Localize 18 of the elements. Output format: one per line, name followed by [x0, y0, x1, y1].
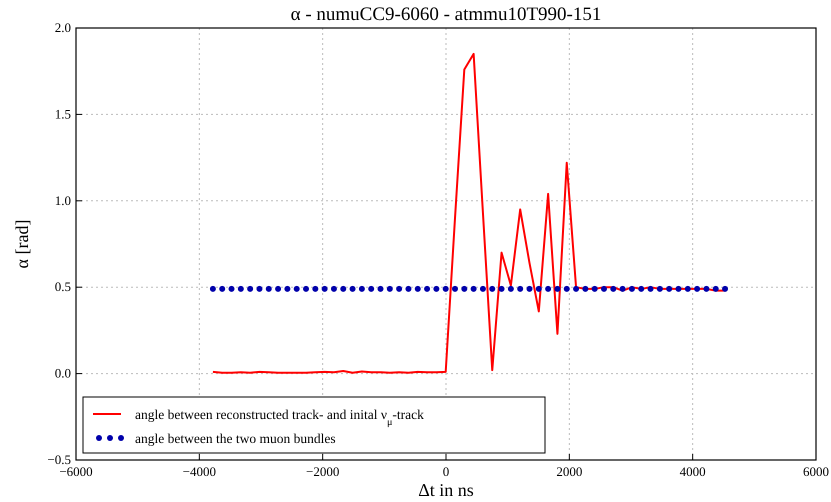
y-axis-title: α [rad] [12, 220, 32, 268]
x-tick-label: 4000 [680, 464, 706, 479]
y-tick-label: 0.5 [54, 279, 71, 294]
x-tick-label: −6000 [59, 464, 93, 479]
y-tick-label: 0.0 [54, 366, 71, 381]
x-tick-label: 6000 [803, 464, 829, 479]
y-tick-label: 1.0 [54, 192, 71, 208]
legend-label: angle between reconstructed track- and inital ν$_{μ}$-track [135, 407, 424, 428]
chart-title: α - numuCC9-6060 - atmmu10T990-151 [290, 4, 602, 25]
x-tick-label: 0 [442, 464, 450, 479]
x-tick-label: −2000 [306, 464, 340, 479]
y-tick-label: 1.5 [54, 106, 71, 122]
x-tick-label: −4000 [182, 464, 216, 479]
x-tick-label: 2000 [556, 464, 582, 479]
y-tick-label: −0.5 [47, 452, 71, 467]
y-tick-label: 2.0 [54, 20, 71, 35]
legend-label: angle between the two muon bundles [135, 431, 336, 446]
x-axis-title: Δt in ns [418, 480, 474, 500]
